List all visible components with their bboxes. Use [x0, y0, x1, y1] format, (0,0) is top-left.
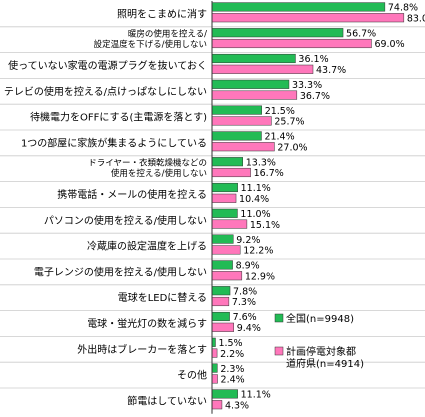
bar-national	[211, 2, 386, 12]
category-label: 節電はしていない	[127, 394, 207, 407]
bar-planned	[211, 348, 218, 358]
bar-planned	[211, 193, 237, 203]
value-label-planned: 4.3%	[225, 400, 249, 411]
category-label: 照明をこまめに消す	[117, 7, 207, 20]
bar-planned	[211, 374, 218, 384]
legend-label-planned: 道府県(n=4914)	[286, 357, 364, 370]
bar-national	[211, 28, 344, 38]
bar-planned	[211, 38, 372, 49]
bar-national	[211, 234, 234, 244]
bar-national	[211, 131, 262, 141]
category-label: 電子レンジの使用を控える/使用しない	[34, 265, 207, 278]
bar-planned	[211, 271, 243, 281]
bar-national	[211, 337, 216, 347]
bar-national	[211, 260, 233, 270]
category-label: その他	[177, 369, 207, 382]
bar-planned	[211, 90, 298, 100]
category-label: パソコンの使用を控える/使用しない	[44, 214, 207, 227]
category-label: 電球をLEDに替える	[118, 291, 207, 304]
value-label-planned: 2.4%	[221, 375, 245, 386]
value-label-planned: 69.0%	[374, 39, 404, 50]
bars	[211, 2, 405, 410]
value-label-national: 56.7%	[346, 28, 376, 39]
category-label: 設定温度を下げる/使用しない	[94, 39, 207, 50]
value-label-planned: 12.9%	[245, 271, 275, 282]
value-label-national: 8.9%	[236, 261, 260, 272]
bar-planned	[211, 400, 223, 410]
category-label: ドライヤー・衣類乾燥機などの	[88, 157, 207, 168]
value-label-planned: 83.0%	[407, 13, 425, 24]
bar-planned	[211, 142, 275, 152]
category-label: 1つの部屋に家族が集まるようにしている	[21, 136, 207, 149]
value-label-planned: 9.4%	[237, 323, 261, 334]
bar-planned	[211, 322, 234, 332]
category-label: 暖房の使用を控える/	[128, 28, 207, 39]
category-label: テレビの使用を控える/点けっぱなしにしない	[4, 85, 207, 98]
category-label: 使っていない家電の電源プラグを抜いておく	[8, 59, 207, 72]
value-label-national: 7.6%	[233, 312, 257, 323]
value-label-national: 2.3%	[220, 364, 244, 375]
category-label: 電球・蛍光灯の数を減らす	[87, 317, 207, 330]
value-label-planned: 25.7%	[274, 117, 304, 128]
bar-national	[211, 157, 243, 167]
bar-planned	[211, 64, 314, 74]
value-label-national: 74.8%	[388, 3, 418, 14]
category-label: 使用を控える/使用しない	[111, 168, 207, 179]
value-label-planned: 43.7%	[316, 65, 346, 76]
category-label: 待機電力をOFFにする(主電源を落とす)	[30, 111, 207, 124]
value-label-national: 1.5%	[218, 338, 242, 349]
value-label-national: 13.3%	[246, 157, 276, 168]
value-label-planned: 15.1%	[250, 220, 280, 231]
value-label-planned: 27.0%	[277, 142, 307, 153]
bar-national	[211, 208, 238, 218]
value-label-planned: 16.7%	[254, 168, 284, 179]
value-label-national: 7.8%	[233, 286, 257, 297]
legend-label-national: 全国(n=9948)	[286, 312, 354, 325]
category-label: 携帯電話・メールの使用を控える	[57, 188, 207, 201]
legend-swatch-planned	[274, 346, 284, 356]
value-label-national: 11.1%	[241, 390, 271, 401]
bar-planned	[211, 296, 230, 307]
value-label-planned: 36.7%	[300, 91, 330, 102]
value-label-national: 33.3%	[292, 80, 322, 91]
bar-planned	[211, 13, 405, 23]
bar-national	[211, 389, 238, 399]
bar-national	[211, 53, 296, 64]
value-label-national: 11.0%	[240, 209, 270, 220]
value-label-planned: 2.2%	[220, 349, 244, 360]
bar-national	[211, 286, 231, 296]
bar-planned	[211, 116, 272, 126]
bar-national	[211, 79, 290, 89]
bar-planned	[211, 245, 241, 255]
value-label-national: 36.1%	[298, 54, 328, 65]
value-label-national: 9.2%	[236, 235, 260, 246]
value-label-planned: 10.4%	[239, 194, 269, 205]
value-label-national: 21.5%	[265, 106, 295, 117]
category-label: 冷蔵庫の設定温度を上げる	[87, 240, 207, 253]
value-labels: 74.8%83.0% 56.7%69.0% 36.1%43.7% 33.3%36.7%…	[218, 3, 425, 412]
value-label-planned: 7.3%	[232, 297, 256, 308]
bar-national	[211, 105, 262, 115]
bar-national	[211, 311, 230, 322]
value-label-planned: 12.2%	[243, 246, 273, 257]
bar-national	[211, 182, 238, 193]
category-labels: 照明をこまめに消す暖房の使用を控える/設定温度を下げる/使用しない使っていない家…	[4, 7, 207, 407]
bar-planned	[211, 167, 251, 178]
value-label-national: 11.1%	[241, 183, 271, 194]
legend-label-planned: 計画停電対象都	[286, 345, 356, 358]
bar-planned	[211, 219, 248, 229]
legend-swatch-national	[274, 313, 284, 323]
value-label-national: 21.4%	[264, 132, 294, 143]
bar-national	[211, 363, 218, 373]
category-label: 外出時はブレーカーを落とす	[77, 343, 207, 356]
